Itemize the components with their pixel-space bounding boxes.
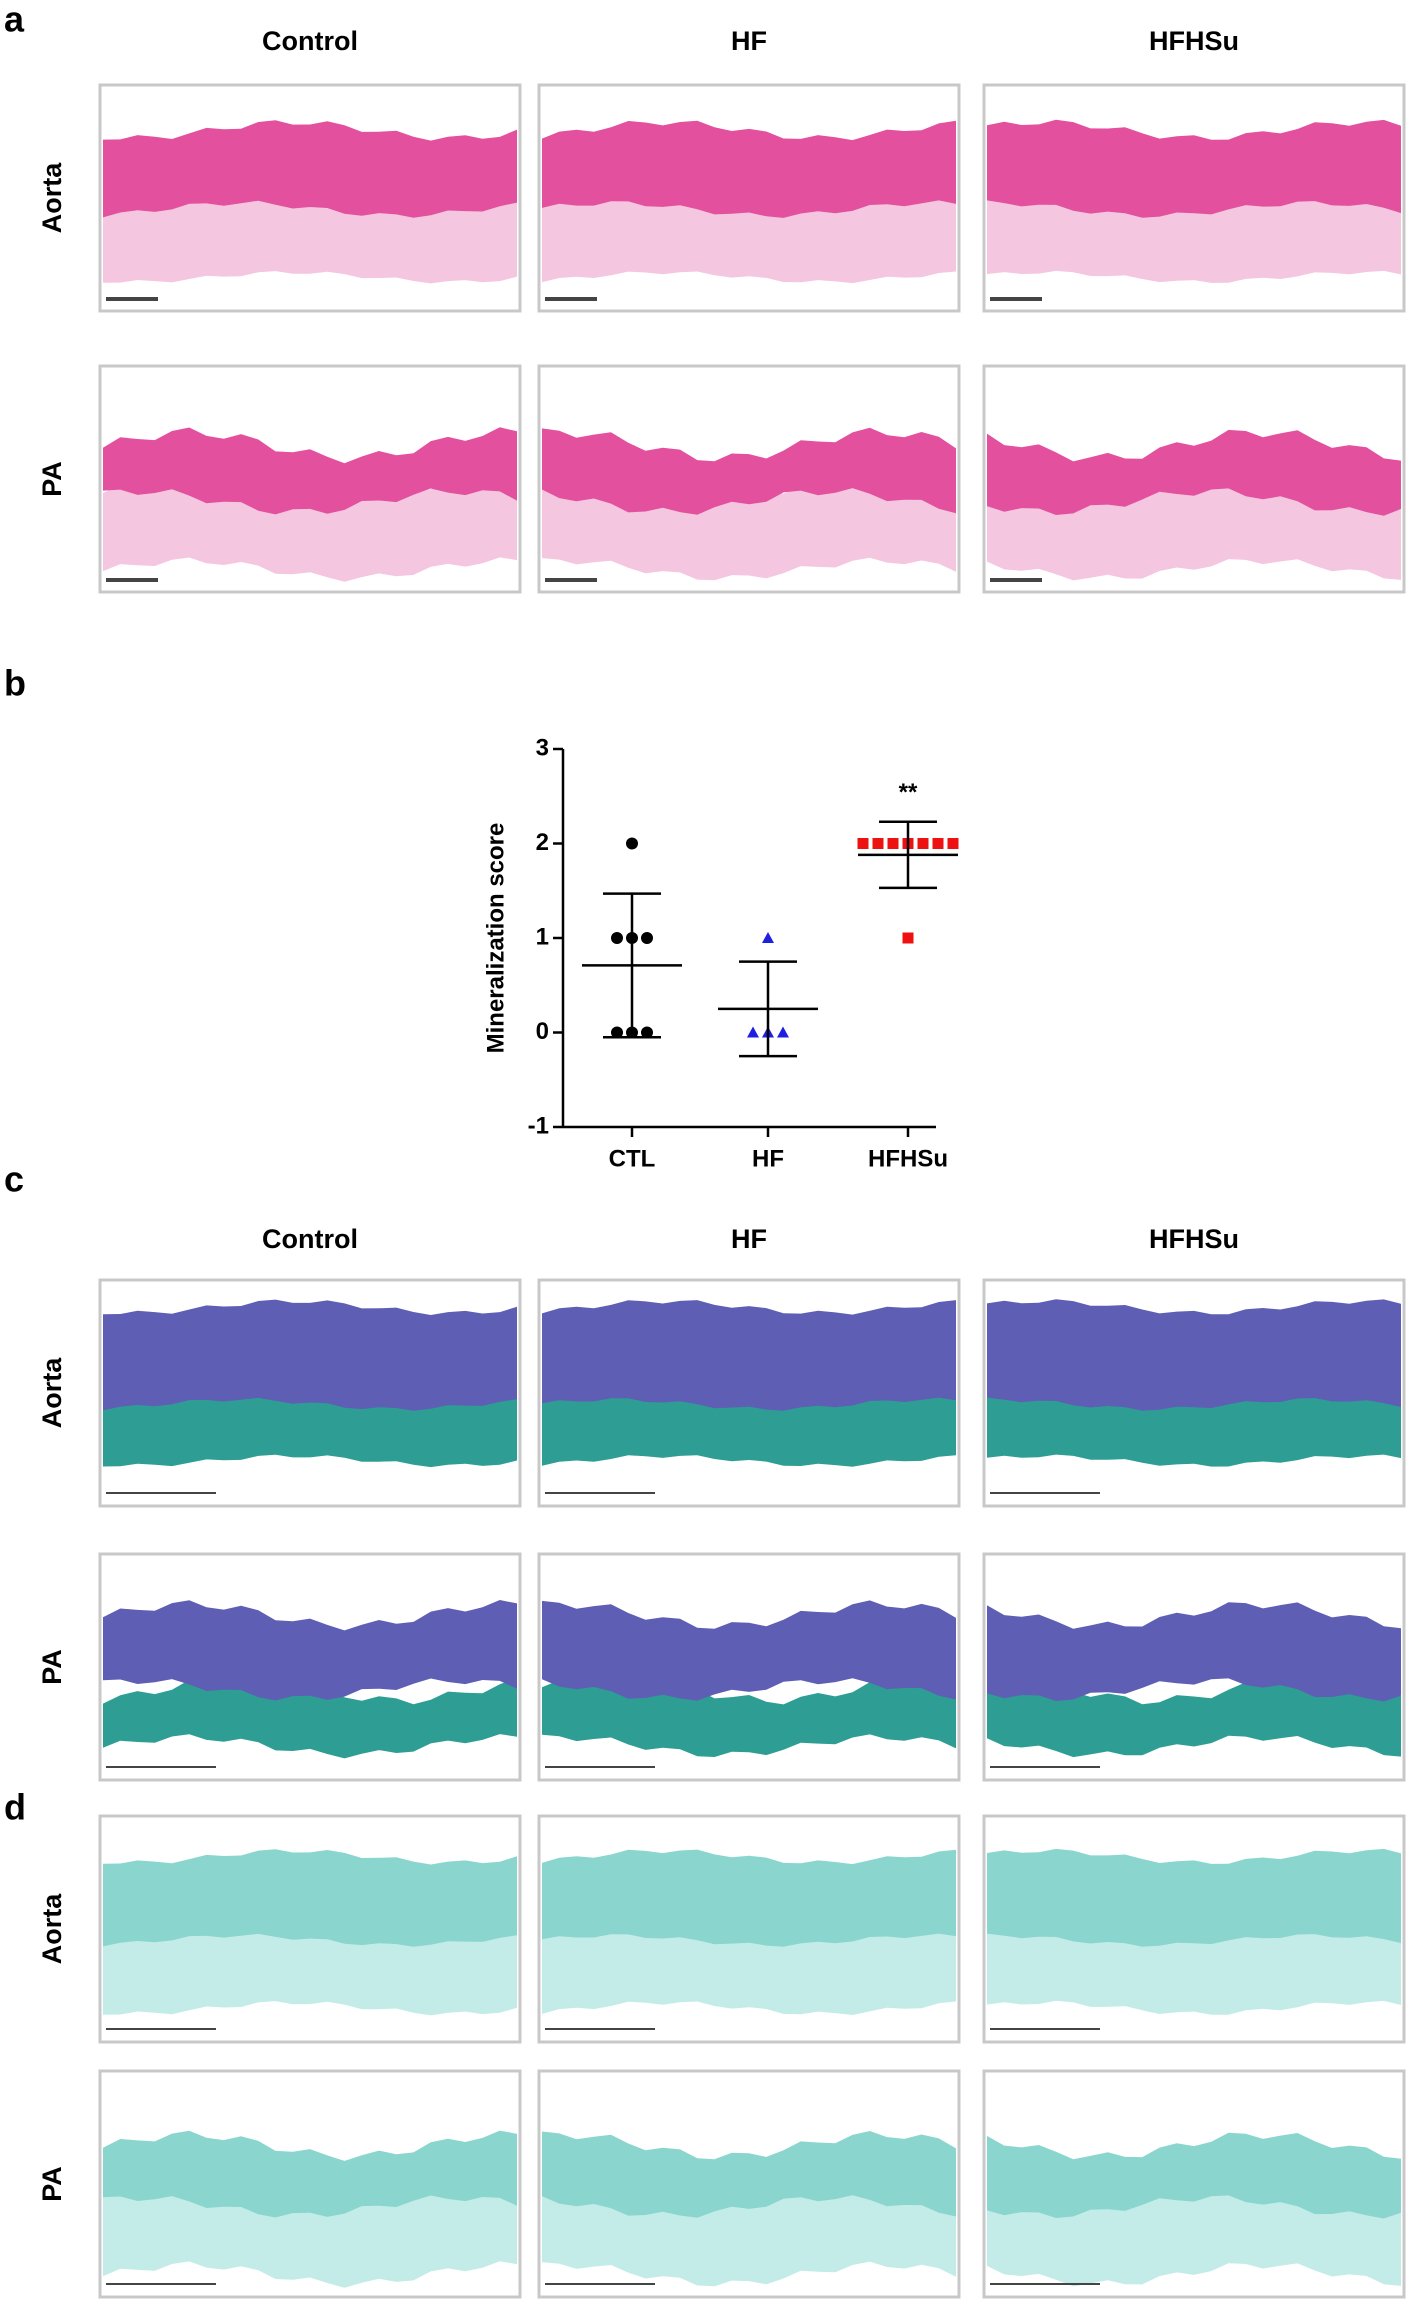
y-tick-label: 2 [536, 829, 549, 856]
data-point [947, 838, 959, 849]
column-header: HFHSu [1149, 26, 1239, 56]
panel-letter: a [4, 0, 25, 40]
tissue [987, 2132, 1401, 2219]
data-point [611, 932, 623, 944]
error-bar [603, 892, 661, 1039]
scale-bar [106, 2283, 216, 2285]
scale-bar [106, 1492, 216, 1494]
tissue [987, 1674, 1401, 1758]
data-point [641, 932, 653, 944]
significance: ** [899, 779, 918, 806]
tissue [987, 1299, 1401, 1411]
data-point [762, 932, 774, 943]
error-bar [879, 820, 937, 890]
scale-bar [545, 1766, 655, 1768]
row-label: PA [37, 2166, 67, 2202]
scale-bar [545, 2028, 655, 2030]
tissue [103, 1849, 517, 1947]
tissue [542, 1300, 956, 1411]
tissue [987, 1848, 1401, 1947]
tissue [542, 120, 956, 218]
y-tick-label: 3 [536, 734, 549, 761]
data-point [887, 838, 899, 849]
row-label: Aorta [37, 162, 67, 233]
row-label: PA [37, 461, 67, 497]
tissue [542, 2131, 956, 2218]
tissue [987, 119, 1401, 218]
tissue [542, 1849, 956, 1947]
row-label: Aorta [37, 1357, 67, 1428]
column-header: HF [731, 26, 767, 56]
panel-letter: b [4, 663, 26, 704]
scale-bar [990, 1766, 1100, 1768]
tissue [103, 1299, 517, 1411]
scale-bar [990, 2283, 1100, 2285]
scale-bar [990, 578, 1042, 582]
tissue [103, 2130, 517, 2218]
error-bar [739, 960, 797, 1058]
scale-bar [545, 1492, 655, 1494]
data-point [611, 1026, 623, 1039]
data-point [902, 932, 914, 944]
scale-bar [990, 1492, 1100, 1494]
tissue [542, 427, 956, 515]
scale-bar [545, 2283, 655, 2285]
tissue [987, 1602, 1401, 1702]
column-header: Control [262, 26, 358, 56]
row-label: Aorta [37, 1893, 67, 1964]
row-label: PA [37, 1649, 67, 1685]
scale-bar [106, 1766, 216, 1768]
data-point [917, 838, 929, 849]
scale-bar [106, 578, 158, 582]
scale-bar [990, 2028, 1100, 2030]
data-point [626, 837, 638, 850]
y-tick-label: -1 [528, 1112, 549, 1139]
x-tick-label: HF [752, 1145, 784, 1172]
scale-bar [545, 297, 597, 301]
data-point [777, 1026, 789, 1038]
panel-letter: c [4, 1159, 24, 1200]
y-tick-label: 0 [536, 1018, 549, 1045]
data-point [641, 1026, 653, 1039]
data-point [872, 838, 884, 849]
x-tick-label: HFHSu [868, 1145, 948, 1172]
tissue [103, 1600, 517, 1701]
column-header: HFHSu [1149, 1224, 1239, 1254]
tissue [103, 120, 517, 218]
scale-bar [990, 297, 1042, 301]
data-point [747, 1026, 759, 1038]
column-header: Control [262, 1224, 358, 1254]
scale-bar [545, 578, 597, 582]
data-point [932, 838, 944, 849]
tissue [987, 429, 1401, 516]
scale-bar [106, 2028, 216, 2030]
tissue [103, 1674, 517, 1759]
x-tick-label: CTL [609, 1145, 656, 1172]
scale-bar [106, 297, 158, 301]
y-axis-label: Mineralization score [482, 823, 509, 1054]
column-header: HF [731, 1224, 767, 1254]
y-tick-label: 1 [536, 923, 549, 950]
data-point [857, 838, 869, 849]
tissue [542, 1600, 956, 1701]
tissue [103, 427, 517, 515]
panel-letter: d [4, 1787, 26, 1828]
